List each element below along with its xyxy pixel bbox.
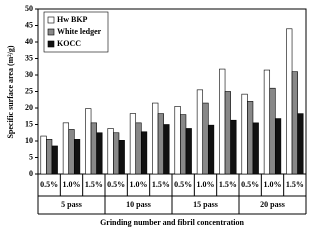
group-label: 15 pass bbox=[193, 200, 218, 209]
bar bbox=[163, 124, 170, 175]
y-tick-label: 35 bbox=[25, 53, 33, 62]
bar bbox=[291, 71, 298, 175]
bar bbox=[230, 119, 237, 175]
bar bbox=[152, 102, 159, 175]
y-tick-label: 5 bbox=[29, 152, 33, 161]
bar bbox=[40, 135, 47, 175]
legend-swatch bbox=[47, 28, 55, 36]
bar bbox=[219, 68, 226, 175]
bar bbox=[202, 102, 209, 175]
x-axis-label: Grinding number and fibril concentration bbox=[100, 218, 244, 227]
bar bbox=[241, 93, 248, 175]
group-label: 10 pass bbox=[126, 200, 151, 209]
bar bbox=[46, 139, 53, 175]
x-tick-label: 1.0% bbox=[130, 180, 148, 189]
y-tick-label: 15 bbox=[25, 119, 33, 128]
bar bbox=[185, 128, 192, 175]
bar bbox=[297, 113, 304, 175]
bar bbox=[85, 108, 92, 175]
bar bbox=[269, 87, 276, 175]
x-tick-label: 1.5% bbox=[85, 180, 103, 189]
y-axis-label: Specific surface area (m²/g) bbox=[6, 45, 15, 138]
x-tick-label: 1.5% bbox=[286, 180, 304, 189]
bar bbox=[51, 145, 58, 175]
x-tick-label: 1.5% bbox=[219, 180, 237, 189]
legend-label: KOCC bbox=[57, 39, 81, 48]
x-tick-label: 1.0% bbox=[63, 180, 81, 189]
bar bbox=[247, 101, 254, 175]
bar bbox=[207, 124, 215, 175]
legend-label: Hw BKP bbox=[57, 15, 88, 24]
x-tick-label: 0.5% bbox=[174, 180, 192, 189]
x-tick-label: 1.0% bbox=[264, 180, 282, 189]
legend-swatch bbox=[47, 16, 55, 24]
bar bbox=[180, 114, 187, 175]
bar bbox=[96, 132, 103, 175]
bar bbox=[135, 122, 142, 175]
x-tick-label: 1.5% bbox=[152, 180, 170, 189]
group-label: 5 pass bbox=[61, 200, 82, 209]
bar bbox=[113, 132, 120, 175]
bar bbox=[129, 113, 137, 175]
bar bbox=[68, 129, 75, 175]
bar bbox=[274, 118, 282, 175]
bar bbox=[252, 122, 259, 175]
bar bbox=[62, 122, 70, 175]
y-tick-label: 20 bbox=[25, 103, 33, 112]
x-tick-label: 0.5% bbox=[107, 180, 125, 189]
bar bbox=[224, 91, 231, 175]
group-label: 20 pass bbox=[260, 200, 285, 209]
chart: Specific surface area (m²/g) Grinding nu… bbox=[6, 4, 307, 227]
bar bbox=[73, 139, 81, 175]
y-tick-label: 25 bbox=[25, 86, 33, 95]
legend-swatch bbox=[47, 40, 55, 48]
bar bbox=[90, 122, 97, 175]
bar bbox=[263, 69, 271, 175]
y-tick-label: 0 bbox=[29, 169, 33, 178]
bar bbox=[196, 89, 204, 175]
y-tick-label: 30 bbox=[25, 70, 33, 79]
x-tick-label: 0.5% bbox=[241, 180, 259, 189]
y-tick-label: 50 bbox=[25, 4, 33, 13]
x-tick-label: 0.5% bbox=[40, 180, 58, 189]
bar bbox=[174, 106, 181, 175]
bar bbox=[140, 131, 148, 175]
legend-label: White ledger bbox=[57, 27, 102, 36]
y-tick-label: 45 bbox=[25, 20, 33, 29]
bar bbox=[107, 128, 114, 175]
bar bbox=[157, 113, 164, 175]
x-tick-label: 1.0% bbox=[197, 180, 215, 189]
bar bbox=[286, 28, 293, 175]
y-tick-label: 40 bbox=[25, 37, 33, 46]
legend-box bbox=[43, 11, 109, 53]
y-tick-label: 10 bbox=[25, 136, 33, 145]
bar bbox=[118, 140, 125, 175]
